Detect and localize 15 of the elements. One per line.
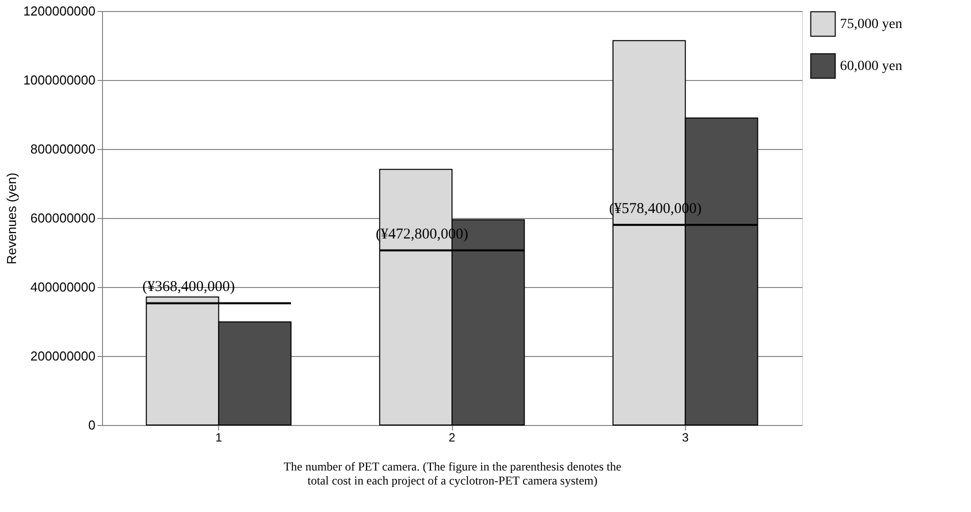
x-axis-title: The number of PET camera. (The figure in the parenthesis denotes the total cost in each project of a cyclotron-PET camera system): [284, 460, 622, 488]
y-tick-label: 800000000: [30, 142, 96, 156]
legend-label: 75,000 yen: [840, 17, 902, 32]
y-tick-label: 600000000: [30, 210, 96, 226]
y-tick-label: 400000000: [30, 280, 96, 294]
y-tick-label: 200000000: [30, 348, 96, 364]
legend-label: 60,000 yen: [840, 59, 902, 74]
y-axis-title: Revenues (yen): [4, 172, 20, 264]
x-tick-label: 2: [448, 430, 456, 444]
y-tick-label: 1200000000: [23, 4, 96, 18]
y-tick-label: 0: [88, 418, 96, 432]
annotation: (¥368,400,000): [142, 279, 235, 296]
y-tick-label: 1000000000: [23, 72, 96, 88]
x-tick-label: 1: [215, 430, 222, 444]
x-tick-label: 3: [682, 430, 689, 444]
